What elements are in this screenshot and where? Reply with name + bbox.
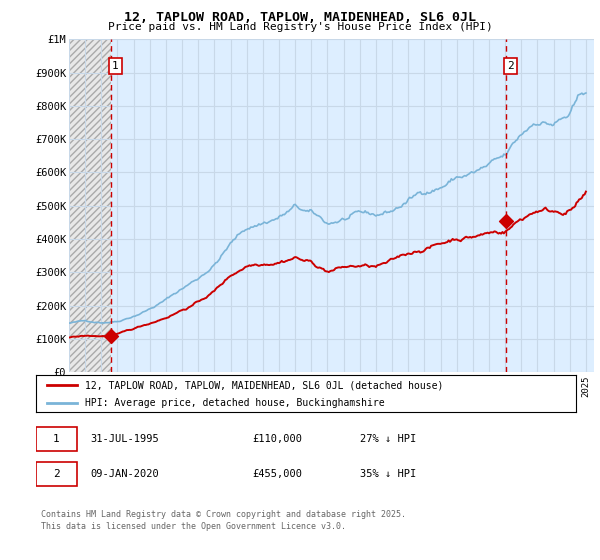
Text: 1: 1 xyxy=(53,434,60,444)
Text: 35% ↓ HPI: 35% ↓ HPI xyxy=(360,469,416,479)
Text: Contains HM Land Registry data © Crown copyright and database right 2025.
This d: Contains HM Land Registry data © Crown c… xyxy=(41,510,406,531)
Text: £110,000: £110,000 xyxy=(252,434,302,444)
Text: 31-JUL-1995: 31-JUL-1995 xyxy=(90,434,159,444)
Text: 12, TAPLOW ROAD, TAPLOW, MAIDENHEAD, SL6 0JL: 12, TAPLOW ROAD, TAPLOW, MAIDENHEAD, SL6… xyxy=(124,11,476,24)
FancyBboxPatch shape xyxy=(36,427,77,451)
FancyBboxPatch shape xyxy=(36,462,77,486)
Text: 27% ↓ HPI: 27% ↓ HPI xyxy=(360,434,416,444)
Point xyxy=(106,332,115,340)
Text: 2: 2 xyxy=(53,469,60,479)
Point xyxy=(501,216,511,225)
Bar xyxy=(69,39,110,372)
Text: Price paid vs. HM Land Registry's House Price Index (HPI): Price paid vs. HM Land Registry's House … xyxy=(107,22,493,32)
Text: £455,000: £455,000 xyxy=(252,469,302,479)
Text: 09-JAN-2020: 09-JAN-2020 xyxy=(90,469,159,479)
Text: 1: 1 xyxy=(112,61,119,71)
Text: HPI: Average price, detached house, Buckinghamshire: HPI: Average price, detached house, Buck… xyxy=(85,398,384,408)
Text: 12, TAPLOW ROAD, TAPLOW, MAIDENHEAD, SL6 0JL (detached house): 12, TAPLOW ROAD, TAPLOW, MAIDENHEAD, SL6… xyxy=(85,380,443,390)
Text: 2: 2 xyxy=(507,61,514,71)
